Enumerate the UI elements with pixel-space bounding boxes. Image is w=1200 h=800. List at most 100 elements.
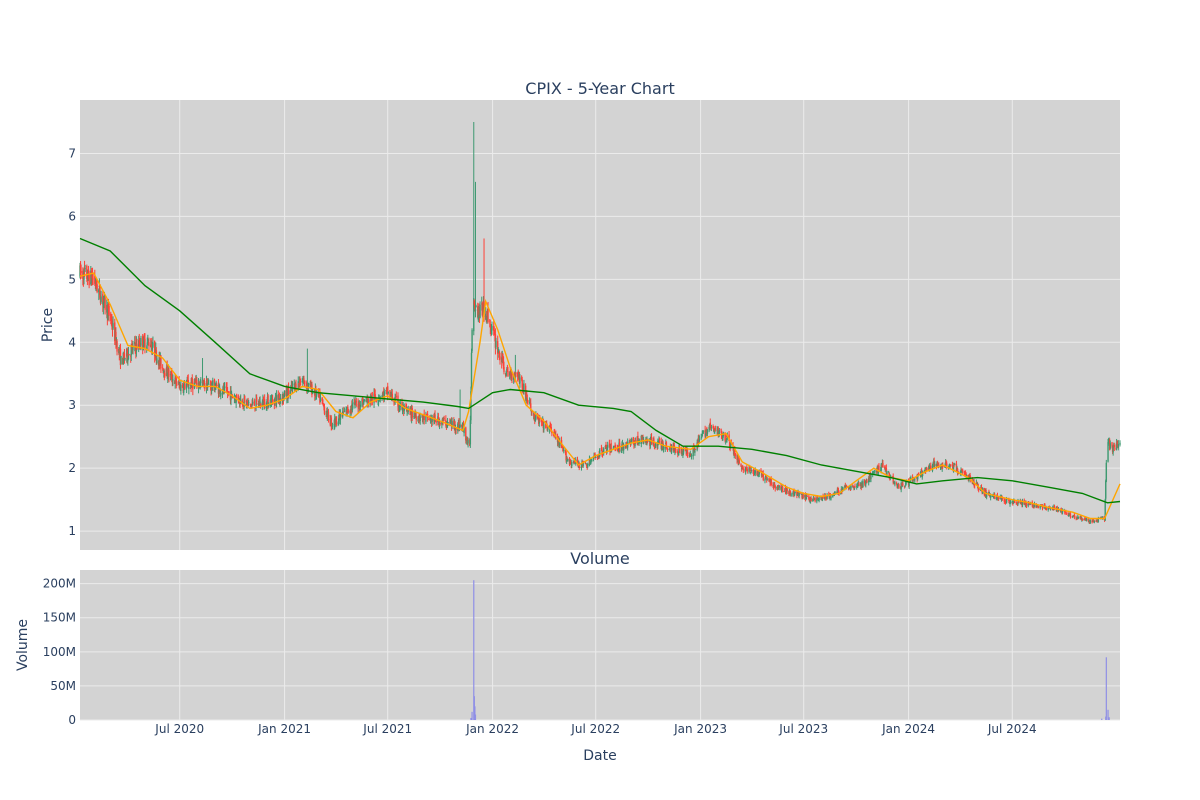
- candle-body: [1021, 500, 1024, 506]
- candle-body: [1013, 500, 1016, 503]
- candle-body: [319, 391, 321, 403]
- candle-body: [634, 440, 636, 447]
- candle-body: [359, 404, 362, 408]
- candle-body: [417, 420, 419, 422]
- candle-body: [898, 484, 900, 488]
- candle-body: [505, 371, 507, 376]
- candle-body: [931, 465, 934, 471]
- candle-body: [163, 370, 165, 374]
- candle-body: [236, 394, 238, 398]
- candle-body: [829, 495, 832, 498]
- candle-body: [128, 354, 130, 356]
- candle-body: [601, 448, 603, 455]
- candle-body: [713, 429, 715, 433]
- candle-body: [648, 440, 650, 442]
- candle-body: [366, 397, 368, 403]
- candle-body: [322, 399, 324, 404]
- candle-body: [349, 410, 351, 413]
- candle-body: [249, 403, 252, 405]
- candle-body: [274, 396, 277, 399]
- candle-body: [164, 373, 166, 376]
- candle-body: [780, 487, 783, 491]
- candle-body: [425, 415, 427, 422]
- candle-body: [821, 498, 823, 500]
- candle-body: [419, 416, 421, 421]
- candle-body: [621, 444, 623, 451]
- candle-body: [192, 383, 194, 390]
- candle-body: [936, 462, 939, 465]
- candle-body: [160, 355, 162, 369]
- candle-body: [758, 471, 760, 475]
- candle-body: [1109, 443, 1112, 449]
- candle-body: [582, 461, 584, 467]
- candle-body: [283, 394, 285, 399]
- candle-body: [226, 387, 228, 392]
- candle-body: [1005, 502, 1007, 504]
- candle-body: [794, 492, 796, 494]
- candle-body: [457, 423, 459, 431]
- candle-body: [658, 440, 660, 442]
- candle-body: [401, 406, 404, 411]
- candle-body: [355, 401, 358, 403]
- candle-body: [939, 465, 942, 468]
- candle-body: [463, 427, 465, 434]
- candle-body: [423, 413, 425, 420]
- candle-body: [95, 280, 98, 288]
- candle-body: [1008, 500, 1011, 504]
- candle-body: [853, 485, 855, 488]
- candle-body: [551, 431, 553, 434]
- candle-body: [638, 441, 640, 444]
- candle-body: [80, 271, 82, 273]
- candle-body: [646, 440, 649, 442]
- candle-body: [674, 449, 676, 452]
- candle-body: [782, 491, 784, 493]
- candle-body: [900, 483, 902, 490]
- candle-body: [143, 336, 145, 347]
- candle-body: [103, 296, 106, 298]
- candle-body: [326, 410, 329, 417]
- candle-body: [964, 474, 966, 475]
- candle-body: [171, 372, 173, 381]
- candle-body: [267, 405, 270, 407]
- candle-body: [960, 470, 962, 473]
- candle-body: [86, 279, 89, 281]
- candle-body: [469, 420, 472, 445]
- candle-body: [253, 400, 256, 406]
- candle-body: [1095, 520, 1098, 522]
- candle-body: [458, 422, 460, 430]
- candle-body: [1104, 499, 1106, 521]
- candle-body: [812, 498, 814, 502]
- candle-body: [642, 439, 645, 444]
- candle-body: [950, 464, 952, 466]
- candle-body: [90, 271, 93, 283]
- candle-body: [162, 368, 164, 373]
- candle-body: [702, 431, 705, 432]
- candle-body: [330, 417, 333, 427]
- candle-body: [742, 466, 744, 469]
- candle-body: [700, 437, 702, 439]
- candle-body: [765, 477, 768, 480]
- candle-body: [1093, 520, 1096, 523]
- candle-body: [806, 496, 808, 498]
- candle-body: [1107, 442, 1109, 462]
- candle-body: [279, 398, 282, 400]
- candle-body: [1000, 496, 1003, 500]
- candle-body: [525, 394, 527, 401]
- candle-body: [343, 411, 346, 413]
- candle-body: [213, 379, 216, 391]
- candle-body: [644, 440, 647, 442]
- candle-body: [527, 400, 529, 402]
- candle-body: [251, 402, 254, 404]
- candle-body: [547, 428, 549, 430]
- x-tick-label: Jan 2022: [465, 722, 519, 736]
- candle-body: [295, 383, 297, 392]
- candle-body: [545, 422, 547, 424]
- candle-body: [361, 398, 363, 407]
- candle-body: [362, 403, 364, 405]
- candle-body: [526, 393, 528, 397]
- candle-body: [115, 331, 117, 346]
- candle-body: [748, 467, 750, 472]
- candle-body: [156, 358, 158, 363]
- candle-body: [1115, 448, 1117, 450]
- candle-body: [870, 473, 872, 479]
